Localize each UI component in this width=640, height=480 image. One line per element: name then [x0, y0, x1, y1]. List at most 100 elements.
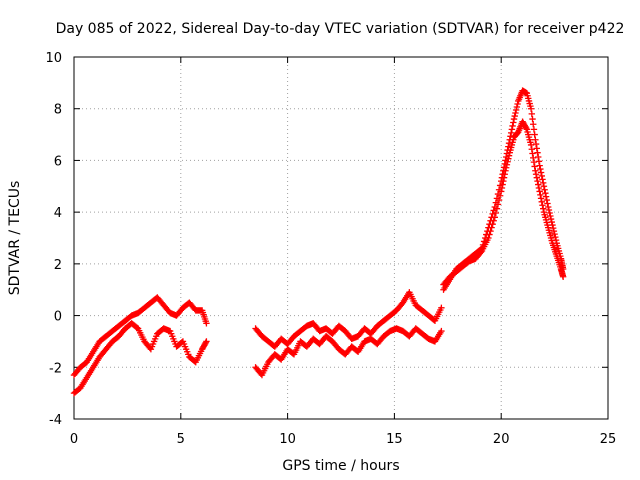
x-tick-label: 15 [386, 432, 403, 447]
data-point [532, 171, 540, 178]
data-point [535, 158, 543, 165]
data-point [492, 209, 500, 217]
data-point [540, 205, 547, 212]
data-point [203, 338, 210, 345]
data-point [527, 141, 535, 149]
data-point [493, 205, 501, 212]
data-point [535, 153, 542, 161]
data-point [509, 122, 516, 130]
data-point [490, 217, 497, 224]
data-point [505, 143, 512, 150]
data-point [512, 109, 519, 117]
data-point [529, 150, 536, 157]
data-point [534, 149, 541, 156]
data-point [494, 201, 502, 208]
data-point [510, 115, 518, 123]
data-point [498, 184, 506, 192]
data-point [496, 192, 504, 199]
data-point [535, 184, 543, 192]
data-point [513, 103, 521, 111]
data-point [202, 339, 209, 346]
data-point [559, 273, 567, 280]
data-point [514, 100, 521, 108]
y-tick-label: 0 [54, 310, 62, 325]
data-point [530, 121, 537, 128]
data-point [500, 177, 507, 185]
data-point [533, 174, 540, 181]
data-point [540, 183, 548, 190]
series-1 [70, 320, 210, 397]
data-point [547, 215, 555, 223]
x-tick-label: 5 [177, 432, 185, 447]
data-point [486, 231, 493, 238]
data-point [531, 131, 538, 138]
data-point [203, 320, 210, 327]
data-point [541, 186, 548, 193]
data-point [491, 214, 498, 221]
data-point [528, 146, 536, 153]
x-axis-title: GPS time / hours [282, 458, 399, 474]
data-point [551, 230, 558, 238]
data-point [530, 154, 537, 162]
data-point [539, 202, 546, 209]
data-point [504, 158, 511, 165]
grid [74, 57, 608, 419]
y-tick-label: -2 [49, 361, 62, 376]
chart-title: Day 085 of 2022, Sidereal Day-to-day VTE… [56, 21, 625, 37]
data-point [536, 188, 543, 195]
data-point [477, 249, 485, 256]
y-tick-labels: -4 -2 0 2 4 6 8 10 [45, 51, 62, 428]
data-point [531, 163, 538, 170]
data-point [532, 136, 539, 143]
data-point [511, 112, 518, 120]
x-tick-labels: 0 5 10 15 20 25 [70, 432, 616, 447]
data-point [542, 189, 549, 197]
data-point [527, 105, 535, 112]
data-point [536, 162, 543, 169]
data-point [529, 115, 536, 123]
data-point [489, 221, 496, 228]
data-point [544, 203, 552, 211]
data-point [489, 210, 496, 218]
data-point [528, 110, 536, 118]
data-point [550, 227, 558, 235]
data-point [530, 158, 538, 166]
data-point [500, 174, 508, 181]
data-points [70, 87, 567, 397]
data-point [530, 126, 538, 133]
data-point [543, 196, 550, 204]
data-point [505, 155, 512, 162]
data-point [510, 119, 517, 126]
y-tick-label: 8 [54, 103, 62, 118]
data-point [502, 167, 509, 174]
x-tick-label: 10 [279, 432, 296, 447]
data-point [535, 181, 542, 188]
data-point [533, 145, 540, 152]
data-point [552, 233, 559, 241]
y-tick-label: 4 [54, 206, 62, 221]
x-tick-label: 20 [493, 432, 510, 447]
data-point [502, 164, 510, 171]
data-point [512, 106, 520, 114]
plot-frame [73, 56, 609, 420]
axis-ticks [73, 56, 609, 420]
y-tick-label: 6 [54, 154, 62, 169]
series-5 [440, 118, 567, 288]
data-point [542, 193, 550, 200]
data-point [522, 124, 530, 132]
data-point [487, 227, 494, 235]
data-point [501, 171, 508, 178]
data-point [538, 198, 545, 205]
data-point [503, 161, 511, 168]
data-point [539, 176, 546, 183]
data-point [538, 172, 545, 180]
data-point [532, 167, 539, 174]
data-point [438, 304, 445, 312]
y-tick-label: -4 [49, 413, 62, 428]
data-point [546, 209, 553, 217]
y-axis-title: SDTVAR / TECUs [7, 181, 23, 296]
data-point [495, 196, 503, 204]
series-0 [70, 294, 210, 379]
series-3 [252, 325, 445, 379]
